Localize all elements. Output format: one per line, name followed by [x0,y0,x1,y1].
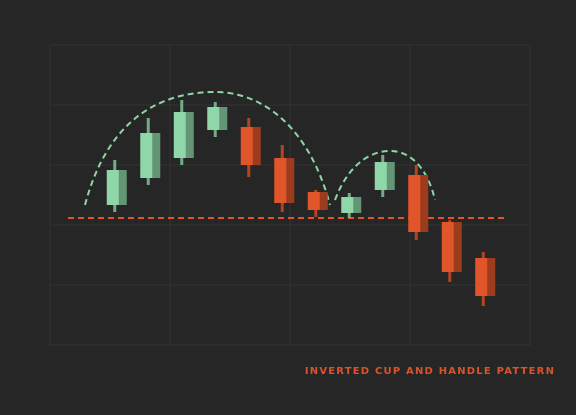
candle-body [441,222,454,272]
candle-body [341,197,354,213]
candle-body [475,258,488,296]
candle-body [307,192,320,210]
candle-body [240,127,253,165]
cup-arc [84,90,331,206]
candle-body [140,133,153,178]
candle-body [374,162,387,190]
candles [68,100,506,306]
candle-body [207,107,220,130]
candle-body [408,175,421,232]
candle-body [173,112,186,158]
candle-body [106,170,119,205]
background-grid [49,44,531,346]
chart-title: INVERTED CUP AND HANDLE PATTERN [305,366,555,377]
candle-body [274,158,287,203]
